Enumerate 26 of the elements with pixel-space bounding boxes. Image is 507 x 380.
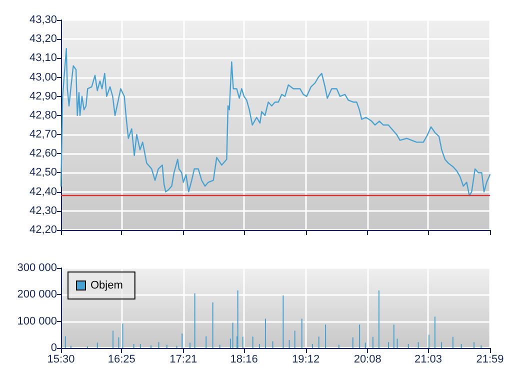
y-tick-label: 43,00 — [29, 71, 57, 84]
y-tick-label: 42,30 — [29, 204, 57, 217]
x-tick-label: 19:12 — [292, 354, 320, 366]
y-tick-label: 42,90 — [29, 90, 57, 102]
x-tick-label: 15:30 — [47, 354, 75, 366]
y-tick-label: 100 000 — [17, 315, 57, 328]
x-tick-label: 21:03 — [414, 354, 442, 366]
y-tick-label: 42,40 — [29, 186, 57, 198]
x-tick-label: 16:25 — [108, 354, 136, 366]
y-tick-label: 42,60 — [29, 148, 57, 160]
y-tick-label: 200 000 — [17, 288, 57, 301]
y-tick-label: 300 000 — [17, 262, 57, 274]
x-tick-label: 18:16 — [230, 354, 258, 366]
x-tick-label: 20:08 — [354, 354, 382, 366]
y-tick-label: 43,30 — [29, 14, 57, 26]
line-series — [60, 48, 491, 196]
legend-label: Objem — [90, 280, 123, 292]
y-tick-label: 42,80 — [29, 109, 57, 122]
y-tick-label: 42,20 — [29, 224, 57, 236]
y-tick-label: 43,10 — [29, 52, 57, 64]
y-tick-label: 42,50 — [29, 166, 57, 179]
y-tick-label: 42,70 — [29, 128, 57, 141]
x-tick-label: 21:59 — [476, 354, 504, 366]
y-tick-label: 0 — [50, 342, 57, 354]
y-tick-label: 43,20 — [29, 33, 57, 46]
x-tick-label: 17:21 — [170, 354, 198, 366]
